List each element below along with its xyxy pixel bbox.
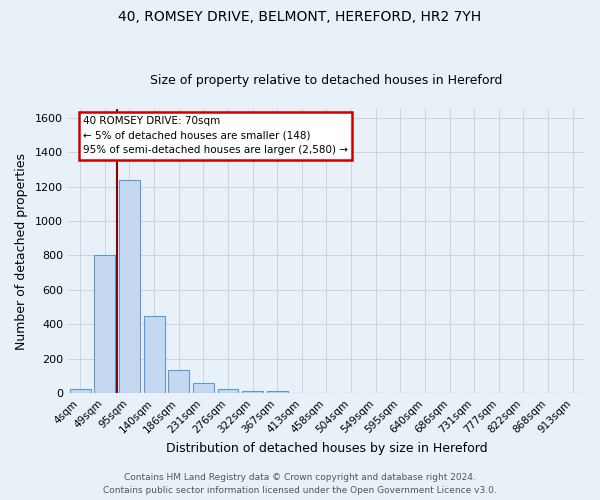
X-axis label: Distribution of detached houses by size in Hereford: Distribution of detached houses by size …: [166, 442, 487, 455]
Bar: [193, 383, 214, 394]
Text: 40, ROMSEY DRIVE, BELMONT, HEREFORD, HR2 7YH: 40, ROMSEY DRIVE, BELMONT, HEREFORD, HR2…: [118, 10, 482, 24]
Bar: [218, 389, 238, 394]
Bar: [119, 180, 140, 394]
Bar: [70, 389, 91, 394]
Text: Contains HM Land Registry data © Crown copyright and database right 2024.
Contai: Contains HM Land Registry data © Crown c…: [103, 473, 497, 495]
Bar: [242, 391, 263, 394]
Y-axis label: Number of detached properties: Number of detached properties: [15, 152, 28, 350]
Title: Size of property relative to detached houses in Hereford: Size of property relative to detached ho…: [150, 74, 503, 87]
Bar: [94, 256, 115, 394]
Bar: [168, 370, 189, 394]
Bar: [143, 316, 164, 394]
Text: 40 ROMSEY DRIVE: 70sqm
← 5% of detached houses are smaller (148)
95% of semi-det: 40 ROMSEY DRIVE: 70sqm ← 5% of detached …: [83, 116, 348, 156]
Bar: [267, 392, 287, 394]
